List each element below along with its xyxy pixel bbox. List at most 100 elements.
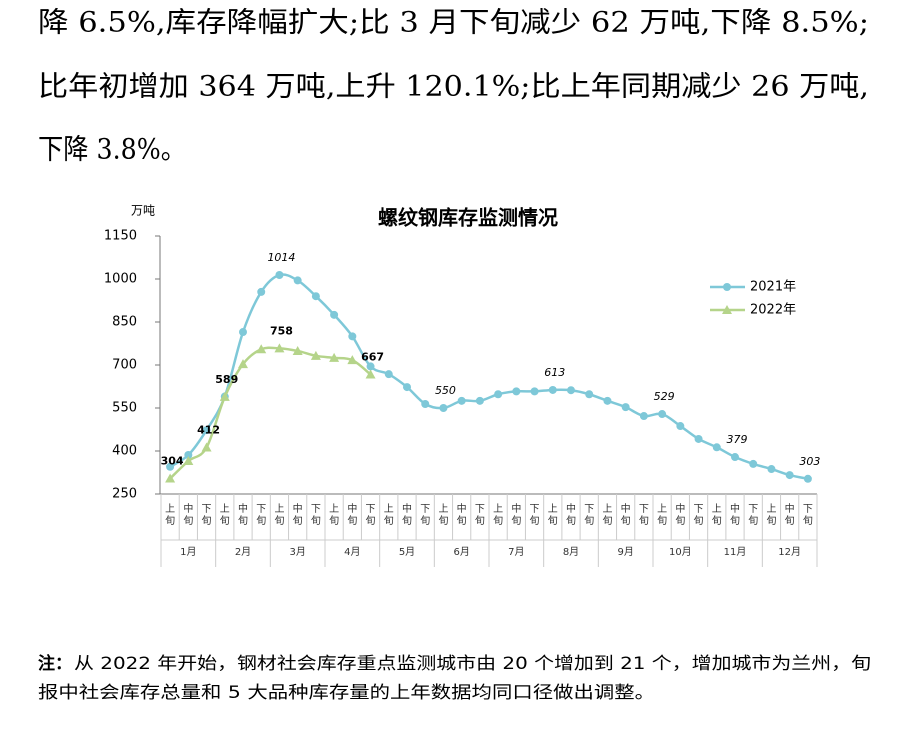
y-tick-label: 550 (112, 401, 137, 416)
point (366, 362, 375, 371)
point (202, 426, 211, 435)
legend-label: 2021年 (750, 280, 796, 295)
note-line: 从 2022 年开始，钢材社会库存重点监测城市由 20 个增加到 21 个，增加… (74, 654, 871, 674)
x-tick-label: 下旬 (311, 504, 321, 527)
x-tick-label: 中旬 (675, 502, 685, 527)
y-axis-label: 万吨 (131, 204, 155, 218)
x-tick-label: 中旬 (730, 502, 740, 527)
x-tick-label: 中旬 (347, 502, 357, 527)
x-tick-label: 下旬 (420, 504, 430, 527)
x-tick-label: 下旬 (748, 504, 758, 527)
chart-title: 螺纹钢库存监测情况 (378, 206, 558, 230)
point (712, 443, 721, 452)
month-label: 2月 (235, 546, 251, 558)
data-label: 529 (654, 390, 675, 403)
x-tick-label: 下旬 (694, 504, 704, 527)
point (239, 328, 247, 337)
x-tick-label: 下旬 (639, 504, 649, 527)
x-tick-label: 中旬 (566, 502, 576, 527)
month-label: 12月 (778, 546, 801, 558)
x-tick-label: 上旬 (602, 503, 612, 527)
month-label: 1月 (180, 546, 196, 558)
x-tick-label: 上旬 (657, 503, 667, 527)
y-tick-label: 1150 (104, 229, 137, 244)
point (767, 465, 776, 474)
legend-label: 2022年 (750, 303, 796, 318)
point (310, 350, 321, 360)
month-label: 10月 (669, 546, 692, 558)
point (639, 412, 648, 421)
point (183, 456, 194, 466)
point (457, 396, 466, 405)
point (274, 343, 285, 353)
x-tick-label: 中旬 (621, 502, 631, 527)
point (803, 474, 812, 483)
point (475, 396, 484, 405)
y-tick-label: 700 (112, 358, 137, 373)
point (219, 391, 230, 401)
point (238, 359, 248, 369)
x-tick-label: 中旬 (511, 502, 521, 527)
x-tick-label: 上旬 (438, 503, 448, 527)
month-label: 6月 (453, 546, 469, 558)
x-tick-label: 中旬 (293, 502, 303, 527)
point (439, 404, 448, 412)
legend-marker (722, 305, 732, 314)
paragraph-line: 比年初增加 364 万吨,上升 120.1%;比上年同期减少 26 万吨, (38, 70, 869, 103)
data-label: 613 (544, 366, 565, 379)
data-label: 303 (799, 455, 820, 468)
data-label: 1014 (267, 251, 295, 264)
x-tick-label: 中旬 (402, 502, 412, 527)
point (384, 370, 393, 379)
x-tick-label: 上旬 (766, 503, 776, 527)
data-label: 412 (197, 424, 220, 437)
paragraph-line: 下降 3.8%。 (38, 133, 186, 166)
x-tick-label: 中旬 (457, 502, 467, 527)
data-label: 667 (361, 350, 384, 363)
point (585, 390, 594, 399)
point (311, 292, 320, 301)
month-label: 7月 (508, 546, 524, 558)
month-label: 9月 (617, 546, 633, 558)
point (201, 442, 212, 452)
y-tick-label: 250 (112, 487, 137, 502)
x-tick-label: 下旬 (202, 504, 212, 527)
point (494, 390, 503, 399)
point (548, 385, 557, 394)
month-label: 4月 (344, 546, 360, 558)
note-line: 报中社会库存总量和 5 大品种库存量的上年数据均同口径做出调整。 (38, 683, 655, 703)
point (694, 434, 703, 443)
point (330, 310, 339, 319)
point (256, 344, 267, 354)
note-label: 注： (38, 653, 72, 674)
data-label: 379 (727, 433, 748, 446)
point (292, 345, 303, 355)
point (749, 459, 758, 468)
point (257, 287, 266, 296)
point (731, 453, 739, 462)
point (293, 276, 302, 285)
x-tick-label: 上旬 (329, 503, 339, 527)
y-tick-label: 850 (112, 315, 137, 330)
x-tick-label: 上旬 (712, 503, 722, 527)
month-label: 11月 (724, 546, 747, 558)
y-tick-label: 400 (112, 444, 137, 459)
paragraph-line: 降 6.5%,库存降幅扩大;比 3 月下旬减少 62 万吨,下降 8.5%; (38, 6, 869, 39)
data-label: 550 (435, 384, 456, 397)
point (348, 332, 357, 341)
point (658, 410, 667, 419)
point (184, 451, 193, 460)
data-label: 589 (215, 373, 238, 386)
point (512, 387, 521, 396)
y-tick-label: 1000 (104, 272, 137, 287)
point (403, 383, 411, 392)
x-tick-label: 下旬 (475, 504, 485, 527)
point (165, 473, 176, 483)
data-label: 304 (161, 455, 184, 468)
month-label: 5月 (399, 546, 415, 558)
x-tick-label: 中旬 (785, 502, 795, 527)
x-tick-label: 上旬 (220, 503, 230, 527)
x-tick-label: 中旬 (238, 502, 248, 527)
point (567, 386, 575, 395)
